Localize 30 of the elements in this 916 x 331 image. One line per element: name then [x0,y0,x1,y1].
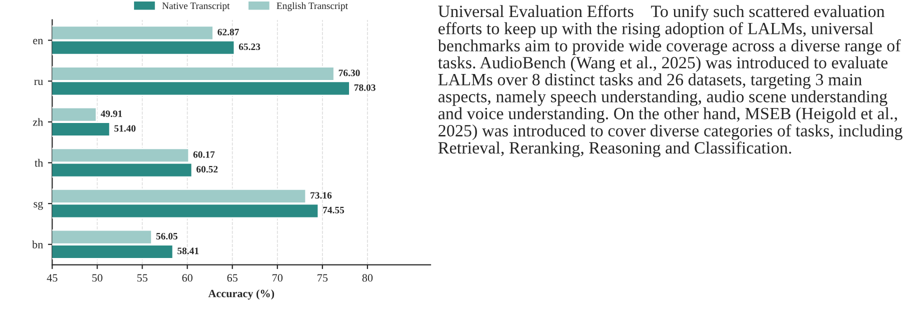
data-label: 58.41 [178,248,199,254]
data-label: 78.03 [354,84,376,91]
data-label: 60.17 [193,151,215,158]
y-tick-label: ru [34,80,43,86]
x-tick-label: 50 [92,274,102,282]
x-tick-label: 45 [46,274,58,282]
x-tick-label: 70 [272,274,283,282]
text: Universal Evaluation Efforts To unify such scattered evaluation efforts to keep up with the rising adoption of LALMs, universal benchmarks aim to provide wide coverage across a diverse range of tasks. AudioBench (Wang et al., 2025) was introduced to evaluate LALMs over 8 distinct tasks and 26 datasets, targeting 3 main aspects, namely speech understanding, audio scene understanding and voice understanding. On the other hand, MSEB (Heigold et al., 2025) was introduced to cover diverse categories of tasks, including Retrieval, Reranking, Reasoning and Classification. [438,4,902,158]
x-tick-label: 80 [362,274,373,282]
data-label: 65.23 [238,44,260,50]
y-tick-label: th [34,158,44,167]
data-label: 62.87 [218,28,239,36]
data-label: 60.52 [196,166,218,173]
data-label: 73.16 [310,192,332,199]
legend-label: Native Transcript [162,2,230,12]
x-tick-label: 60 [182,274,192,282]
x-tick-label: 75 [318,274,328,282]
legend-label: English Transcript [276,2,348,12]
y-tick-label: bn [32,240,44,248]
data-label: 51.40 [114,125,136,132]
y-tick-label: zh [32,118,44,126]
x-axis-title: Accuracy (%) [208,289,274,300]
data-label: 56.05 [156,232,178,240]
y-tick-label: sg [34,202,43,210]
data-label: 76.30 [338,70,360,76]
y-tick-label: en [33,38,44,44]
data-label: 49.91 [100,110,122,118]
x-tick-label: 65 [227,274,238,282]
x-tick-label: 55 [137,274,148,282]
data-label: 74.55 [323,206,344,214]
